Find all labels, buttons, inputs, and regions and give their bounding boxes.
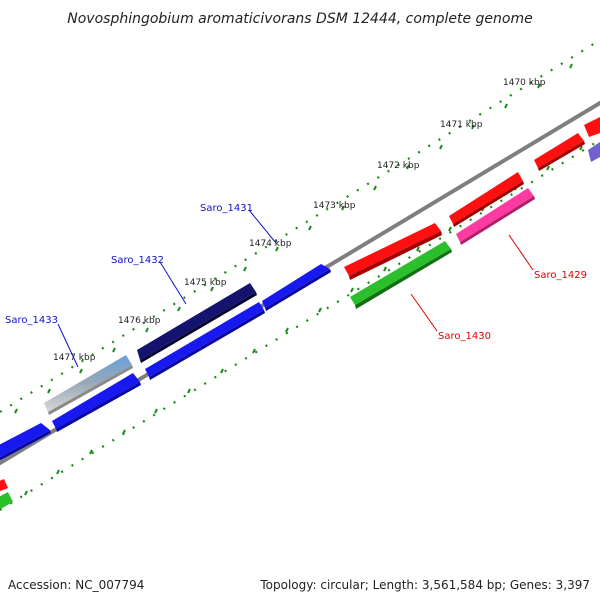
tick-label-1471: 1471 kbp <box>440 120 483 130</box>
tick-label-1476: 1476 kbp <box>118 316 161 326</box>
gene-top-right-minus[interactable] <box>534 117 600 171</box>
gene-label-saro-1432: Saro_1432 <box>111 255 164 266</box>
gene-saro-1433[interactable] <box>44 355 141 432</box>
tick-label-1474: 1474 kbp <box>249 239 292 249</box>
gene-saro-1430[interactable] <box>344 223 452 309</box>
tick-label-1472: 1472 kbp <box>377 161 420 171</box>
gene-label-saro-1431: Saro_1431 <box>200 203 253 214</box>
major-ticks-outer <box>14 63 573 414</box>
tick-track-outer <box>0 39 600 413</box>
tick-label-1470: 1470 kbp <box>503 78 546 88</box>
gene-top-right-plus[interactable] <box>588 142 600 162</box>
genome-title: Novosphingobium aromaticivorans DSM 1244… <box>67 11 532 27</box>
gene-saro-1431[interactable] <box>262 264 331 311</box>
label-connectors <box>57 209 534 368</box>
gene-saro-1429[interactable] <box>449 172 535 245</box>
gene-saro-1432[interactable] <box>137 283 265 380</box>
topology-text: Topology: circular; Length: 3,561,584 bp… <box>260 578 590 592</box>
tick-label-1473: 1473 kbp <box>313 201 356 211</box>
gene-label-saro-1430: Saro_1430 <box>438 331 491 342</box>
gene-left-edge-minus[interactable] <box>0 479 13 512</box>
gene-label-saro-1433: Saro_1433 <box>5 315 58 326</box>
gene-label-saro-1429: Saro_1429 <box>534 270 587 281</box>
tick-track-inner <box>0 139 600 511</box>
accession-text: Accession: NC_007794 <box>8 578 145 592</box>
tick-label-1475: 1475 kbp <box>184 278 227 288</box>
gene-left-edge-plus[interactable] <box>0 423 51 463</box>
